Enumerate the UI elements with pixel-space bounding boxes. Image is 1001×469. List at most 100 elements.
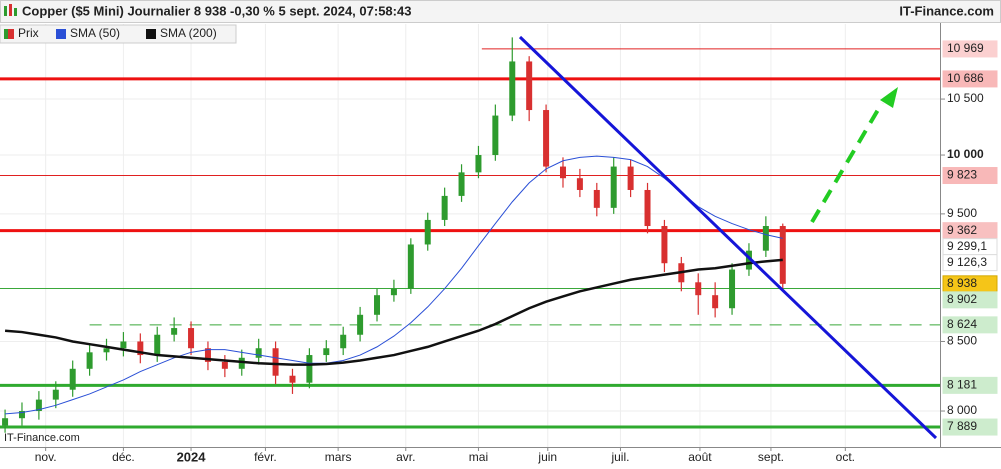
value-label-box	[942, 418, 998, 436]
candle-body	[492, 115, 499, 156]
candle-body	[559, 166, 566, 179]
legend-label: SMA (200)	[160, 26, 217, 40]
candle-body	[695, 282, 702, 296]
candle-body	[627, 166, 634, 190]
levels	[0, 48, 940, 429]
y-tick-label: 8 500	[947, 334, 977, 348]
x-tick-label: août	[688, 450, 712, 464]
candle-body	[18, 411, 25, 419]
value-label-box	[942, 316, 998, 334]
value-label: 8 938	[947, 276, 977, 290]
legend-label: Prix	[18, 26, 39, 40]
candle-body	[255, 348, 262, 358]
value-label: 8 181	[947, 378, 977, 392]
x-tick-label: avr.	[396, 450, 415, 464]
sma-line	[4, 258, 783, 366]
candle-body	[171, 328, 178, 335]
candle-body	[69, 368, 76, 390]
projection-arrow	[810, 87, 898, 224]
y-tick-label: 9 500	[947, 206, 977, 220]
candle-body	[120, 341, 127, 349]
value-label: 8 624	[947, 317, 977, 331]
candle-body	[712, 295, 719, 309]
trend-line	[518, 35, 938, 440]
candle-body	[35, 399, 42, 412]
candle-body	[221, 361, 228, 369]
candle-body	[644, 189, 651, 227]
value-label-box	[942, 40, 998, 58]
candle-body	[2, 418, 9, 426]
legend: Prix SMA (50) SMA (200)	[0, 24, 237, 44]
candle-body	[289, 375, 296, 383]
candle-body	[407, 244, 414, 289]
candle-body	[745, 250, 752, 270]
candle-body	[729, 269, 736, 309]
legend-swatch	[8, 29, 14, 39]
candle-body	[610, 166, 617, 208]
candle-body	[526, 61, 533, 111]
x-tick-label: 2024	[177, 449, 207, 464]
candle-body	[475, 155, 482, 173]
candle-body	[543, 110, 550, 167]
y-tick-label: 10 000	[947, 147, 984, 161]
y-tick-label: 8 000	[947, 403, 977, 417]
axis-labels: 8 000 8 500 9 500 10 000 10 500 nov. déc. 2024 f…	[35, 40, 998, 464]
candle-body	[779, 226, 786, 284]
x-tick-label: févr.	[254, 450, 277, 464]
candle-body	[323, 348, 330, 356]
legend-swatch	[4, 29, 8, 39]
x-tick-label: juin	[537, 450, 557, 464]
candles	[2, 37, 786, 433]
source: IT-Finance.com	[899, 3, 994, 18]
value-label: 9 823	[947, 168, 977, 182]
value-label-box	[942, 167, 998, 185]
chart-title: Copper ($5 Mini) Journalier 8 938 -0,30 …	[22, 3, 411, 18]
candle-body	[424, 219, 431, 245]
candle-body	[357, 314, 364, 335]
x-tick-label: juil.	[610, 450, 629, 464]
candle-body	[154, 334, 161, 356]
logo	[4, 4, 17, 16]
candle-body	[458, 172, 465, 196]
sma-line	[5, 155, 783, 415]
candle-body	[593, 189, 600, 208]
watermark: IT-Finance.com	[4, 432, 80, 444]
value-label-box	[942, 376, 998, 394]
candle-body	[576, 178, 583, 190]
candle-body	[374, 295, 381, 315]
candle-body	[762, 226, 769, 251]
sma-lines	[4, 155, 783, 415]
value-label: 8 902	[947, 292, 977, 306]
x-tick-label: déc.	[112, 450, 135, 464]
x-tick-label: nov.	[35, 450, 57, 464]
candle-body	[306, 355, 313, 383]
y-tick-label: 10 500	[947, 91, 984, 105]
value-label: 9 299,1	[947, 239, 987, 253]
x-tick-label: mars	[325, 450, 352, 464]
candle-body	[204, 348, 211, 362]
value-label: 10 686	[947, 71, 984, 85]
value-label-box	[942, 254, 998, 272]
candle-body	[137, 341, 144, 356]
grid	[0, 24, 940, 447]
value-label-box	[942, 70, 998, 88]
candle-body	[340, 334, 347, 349]
legend-swatch	[56, 29, 66, 39]
x-tick-label: mai	[469, 450, 488, 464]
legend-swatch	[146, 29, 156, 39]
x-tick-label: oct.	[836, 450, 855, 464]
candle-body	[272, 348, 279, 376]
candle-body	[509, 61, 516, 116]
candle-body	[52, 389, 59, 400]
candle-body	[661, 226, 668, 264]
candle-body	[390, 288, 397, 296]
candle-body	[441, 195, 448, 220]
value-label: 9 126,3	[947, 255, 987, 269]
x-tick-label: sept.	[758, 450, 784, 464]
value-label: 10 969	[947, 41, 984, 55]
candle-body	[188, 328, 195, 349]
value-label: 9 362	[947, 223, 977, 237]
candle-body	[86, 352, 93, 369]
